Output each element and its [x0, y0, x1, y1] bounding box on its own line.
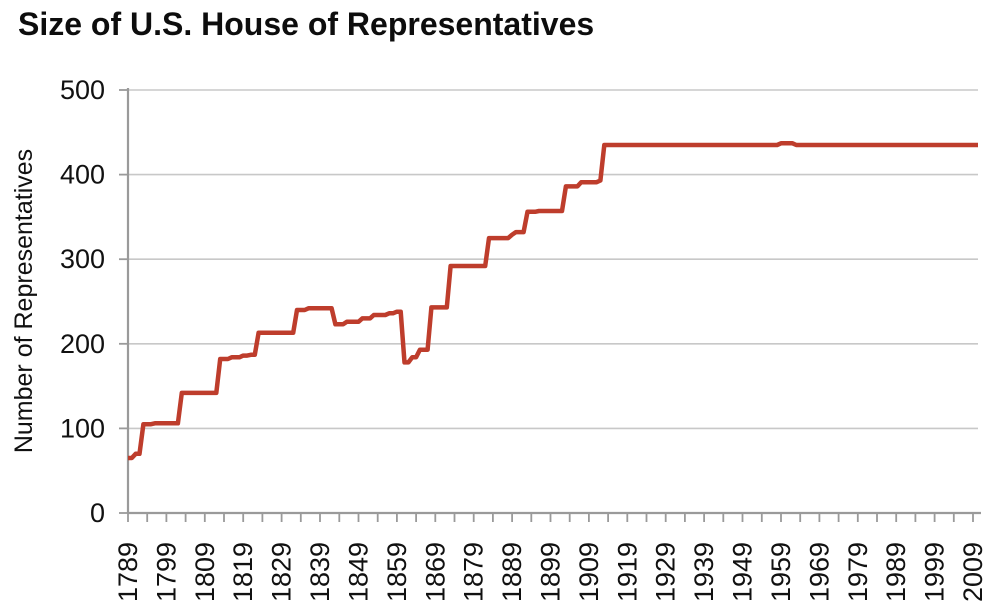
- x-tick-label: 1789: [113, 542, 143, 602]
- x-tick-label: 1979: [843, 542, 873, 602]
- x-tick-label: 1869: [420, 542, 450, 602]
- chart-title: Size of U.S. House of Representatives: [18, 6, 595, 42]
- x-tick-label: 1879: [459, 542, 489, 602]
- y-axis-title: Number of Representatives: [10, 149, 38, 453]
- x-tick-label: 1829: [267, 542, 297, 602]
- y-tick-label: 500: [60, 75, 105, 105]
- x-tick-label: 1929: [651, 542, 681, 602]
- series-layer: [128, 141, 978, 461]
- x-tick-label: 1989: [881, 542, 911, 602]
- x-tick-label: 1859: [382, 542, 412, 602]
- y-tick-label: 100: [60, 413, 105, 443]
- x-tick-label: 1809: [190, 542, 220, 602]
- x-tick-label: 1909: [574, 542, 604, 602]
- gridlines: [128, 89, 978, 430]
- y-tick-label: 400: [60, 160, 105, 190]
- x-tick-label: 1999: [920, 542, 950, 602]
- x-tick-label: 1839: [305, 542, 335, 602]
- x-tick-label: 1819: [228, 542, 258, 602]
- x-tick-labels: 1789 1799 1809 1819 1829 1839 1849 1859 1869 1879…: [113, 542, 988, 602]
- x-tick-label: 1889: [497, 542, 527, 602]
- x-tick-label: 1849: [344, 542, 374, 602]
- x-tick-label: 1939: [689, 542, 719, 602]
- house-size-series-line: [128, 141, 978, 461]
- x-tick-label: 1799: [151, 542, 181, 602]
- y-tick-label: 200: [60, 329, 105, 359]
- axis-lines: [126, 88, 981, 515]
- x-tick-label: 1959: [766, 542, 796, 602]
- y-tick-labels: 0 100 200 300 400 500: [60, 75, 105, 528]
- x-tick-label: 1899: [536, 542, 566, 602]
- x-tick-label: 1949: [728, 542, 758, 602]
- x-tick-label: 1969: [804, 542, 834, 602]
- y-tick-label: 0: [90, 498, 105, 528]
- axis-ticks: [119, 89, 974, 522]
- x-tick-label: 1919: [612, 542, 642, 602]
- y-tick-label: 300: [60, 244, 105, 274]
- x-tick-label: 2009: [958, 542, 988, 602]
